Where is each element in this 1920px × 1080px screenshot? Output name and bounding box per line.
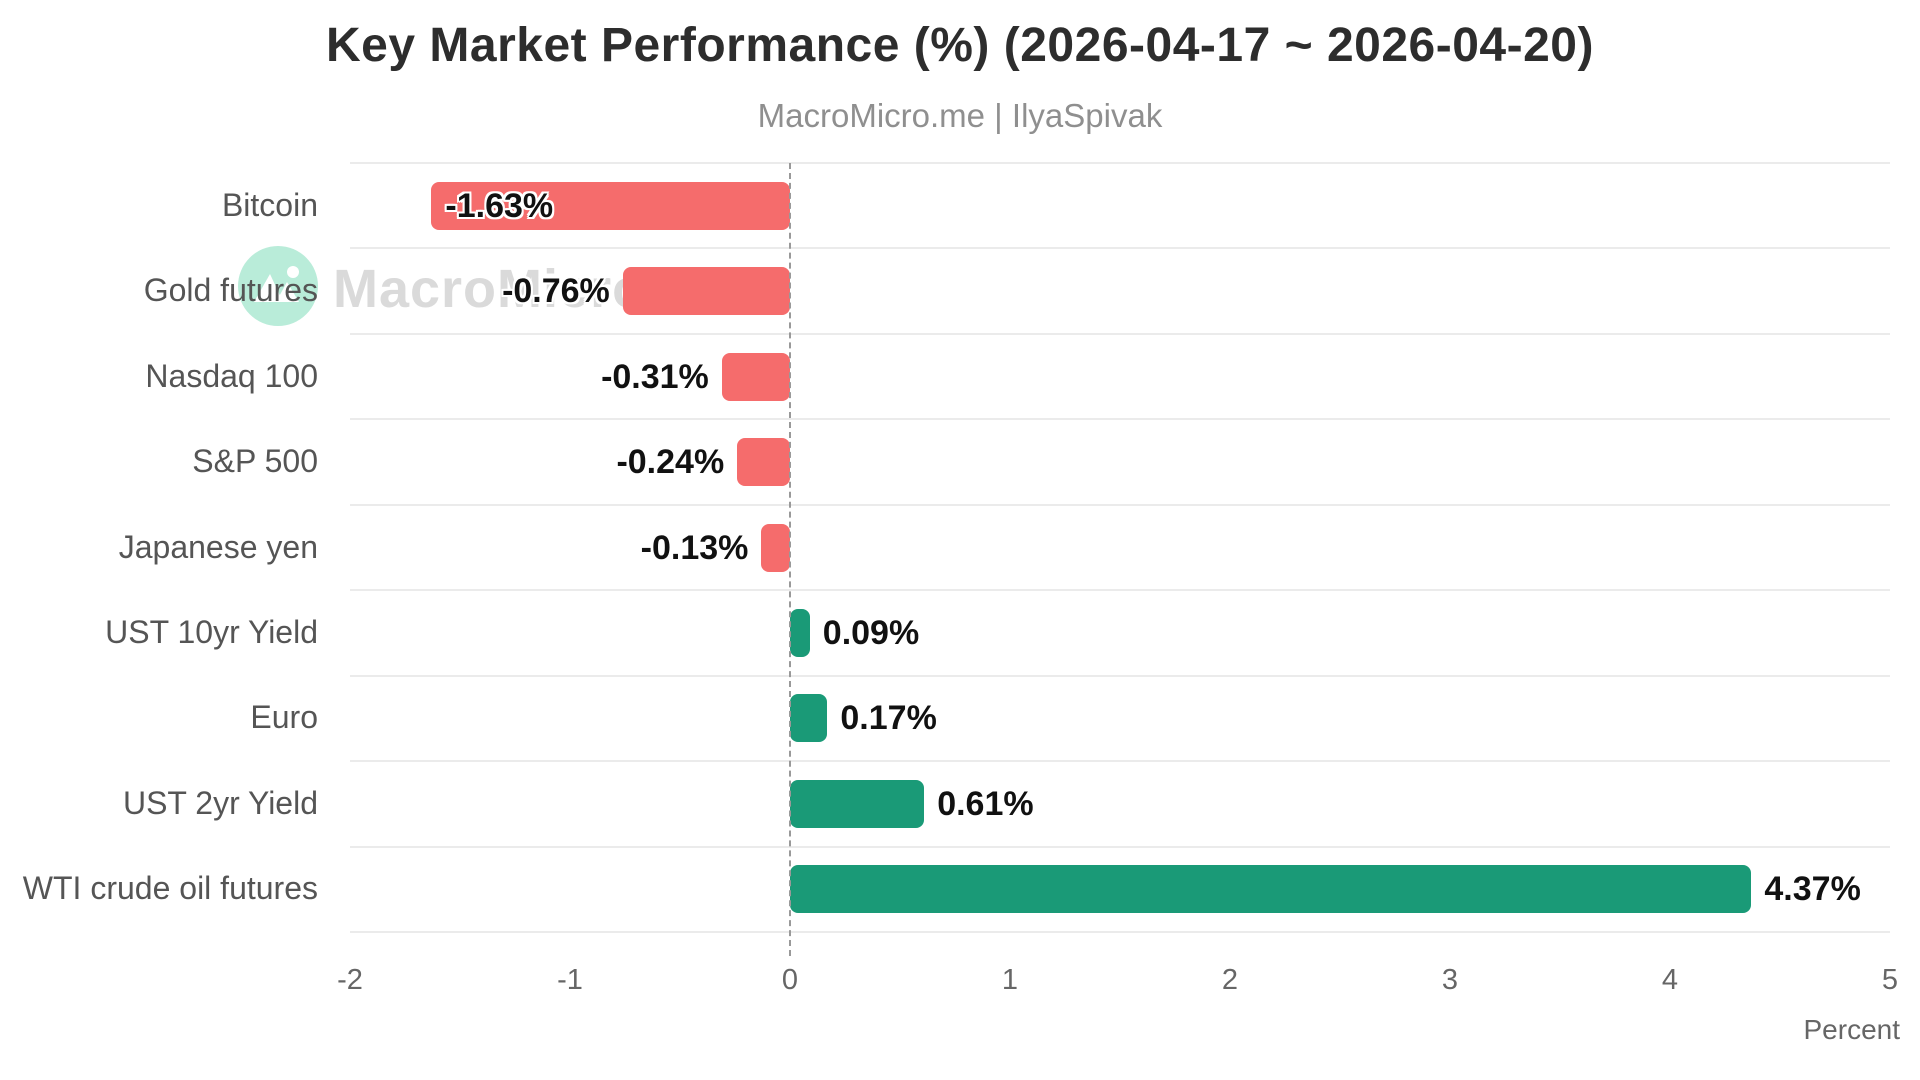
category-label: UST 10yr Yield (105, 613, 318, 650)
watermark-text: MacroMicro (333, 259, 647, 319)
category-label: WTI crude oil futures (22, 870, 318, 907)
row-separator-line (350, 247, 1890, 250)
value-label: 0.61% (937, 784, 1034, 823)
chart-title: Key Market Performance (%) (2026-04-17 ~… (326, 19, 1594, 72)
bar-negative (721, 352, 790, 401)
bar-positive (790, 694, 828, 743)
value-label: 0.17% (840, 699, 937, 738)
x-axis-label: Percent (1803, 1014, 1901, 1045)
row-separator-line (350, 760, 1890, 763)
macromicro-logo-icon (238, 246, 318, 326)
bar-negative (737, 438, 790, 487)
row-separator-line (350, 589, 1890, 592)
x-axis-tick: 2 (1221, 964, 1239, 996)
category-label: Euro (250, 699, 318, 736)
value-label: -0.13% (640, 528, 749, 567)
x-axis-tick: 3 (1441, 964, 1459, 996)
row-separator-line (350, 674, 1890, 677)
category-label: UST 2yr Yield (122, 784, 318, 821)
x-axis-tick: 5 (1881, 964, 1899, 996)
value-label: -0.76% (502, 272, 610, 311)
category-label: Nasdaq 100 (145, 357, 318, 394)
row-separator-line (350, 503, 1890, 506)
value-label: -0.31% (601, 357, 709, 396)
x-axis-tick: -1 (557, 964, 583, 996)
category-label: Bitcoin (221, 186, 318, 223)
chart-subtitle: MacroMicro.me | IlyaSpivak (757, 97, 1163, 134)
row-separator-line (350, 332, 1890, 335)
category-label: Japanese yen (118, 528, 318, 565)
bar-negative (431, 181, 790, 230)
row-separator-line (350, 162, 1890, 164)
value-label: -1.63% (445, 186, 554, 225)
zero-baseline (789, 163, 791, 956)
value-label: -0.24% (616, 443, 725, 482)
category-label: S&P 500 (192, 443, 318, 480)
value-label: 0.09% (822, 613, 920, 652)
row-separator-line (350, 418, 1890, 421)
bar-positive (790, 865, 1752, 914)
row-separator-line (350, 845, 1890, 848)
category-label: Gold futures (143, 272, 318, 309)
bar-positive (790, 779, 925, 828)
value-label: 4.37% (1764, 870, 1861, 909)
bar-negative (622, 267, 790, 316)
x-axis-tick: 0 (781, 964, 799, 996)
mountain-peaks-icon (254, 266, 299, 302)
bar-positive (790, 608, 810, 657)
row-separator-line (350, 931, 1890, 933)
x-axis-tick: 1 (1001, 964, 1019, 996)
x-axis-tick: -2 (337, 964, 363, 996)
x-axis-tick: 4 (1661, 964, 1679, 996)
bar-negative (761, 523, 790, 572)
